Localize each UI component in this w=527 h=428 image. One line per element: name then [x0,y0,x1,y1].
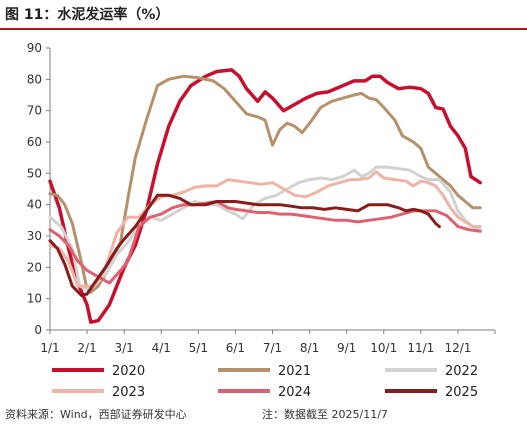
legend-label-2022: 2022 [445,364,478,379]
x-tick-label: 11/1 [407,341,434,355]
x-tick-label: 5/1 [189,341,208,355]
y-tick-label: 60 [27,135,42,149]
x-tick-label: 2/1 [77,341,96,355]
x-tick-label: 7/1 [263,341,282,355]
x-tick-label: 1/1 [40,341,59,355]
x-tick-label: 8/1 [300,341,319,355]
data-date-note: 注：数据截至 2025/11/7 [262,408,388,421]
figure-title: 图 11：水泥发运率（%） [5,7,170,23]
legend-label-2025: 2025 [445,385,478,400]
series-line-2023 [48,170,482,288]
x-tick-label: 9/1 [337,341,356,355]
title-divider [0,28,527,30]
legend-label-2020: 2020 [112,364,145,379]
chart-series [48,68,482,324]
y-tick-label: 50 [27,166,42,180]
y-tick-label: 10 [27,292,42,306]
y-tick-label: 80 [27,72,42,86]
legend-label-2023: 2023 [112,385,145,400]
legend-label-2021: 2021 [278,364,311,379]
y-tick-label: 70 [27,104,42,118]
y-tick-label: 0 [34,323,42,337]
source-note: 资料来源：Wind，西部证券研发中心 [5,408,187,421]
legend-label-2024: 2024 [278,385,311,400]
x-tick-label: 6/1 [226,341,245,355]
y-tick-label: 90 [27,41,42,55]
x-tick-label: 3/1 [115,341,134,355]
y-tick-label: 40 [27,198,42,212]
chart-axes: 0 10 20 30 40 50 60 70 80 90 1/1 2/1 3/1 4/1 5/1 6/1 7/1… [27,41,496,355]
y-tick-label: 30 [27,229,42,243]
x-tick-label: 10/1 [370,341,397,355]
y-tick-label: 20 [27,260,42,274]
chart-legend: 2020 2021 2022 2023 2024 2025 [52,364,478,400]
x-tick-label: 4/1 [152,341,171,355]
x-tick-label: 12/1 [444,341,471,355]
series-line-2025 [48,193,441,297]
series-line-2024 [48,200,482,285]
series-line-2022 [48,165,482,291]
series-line-2020 [48,68,482,324]
